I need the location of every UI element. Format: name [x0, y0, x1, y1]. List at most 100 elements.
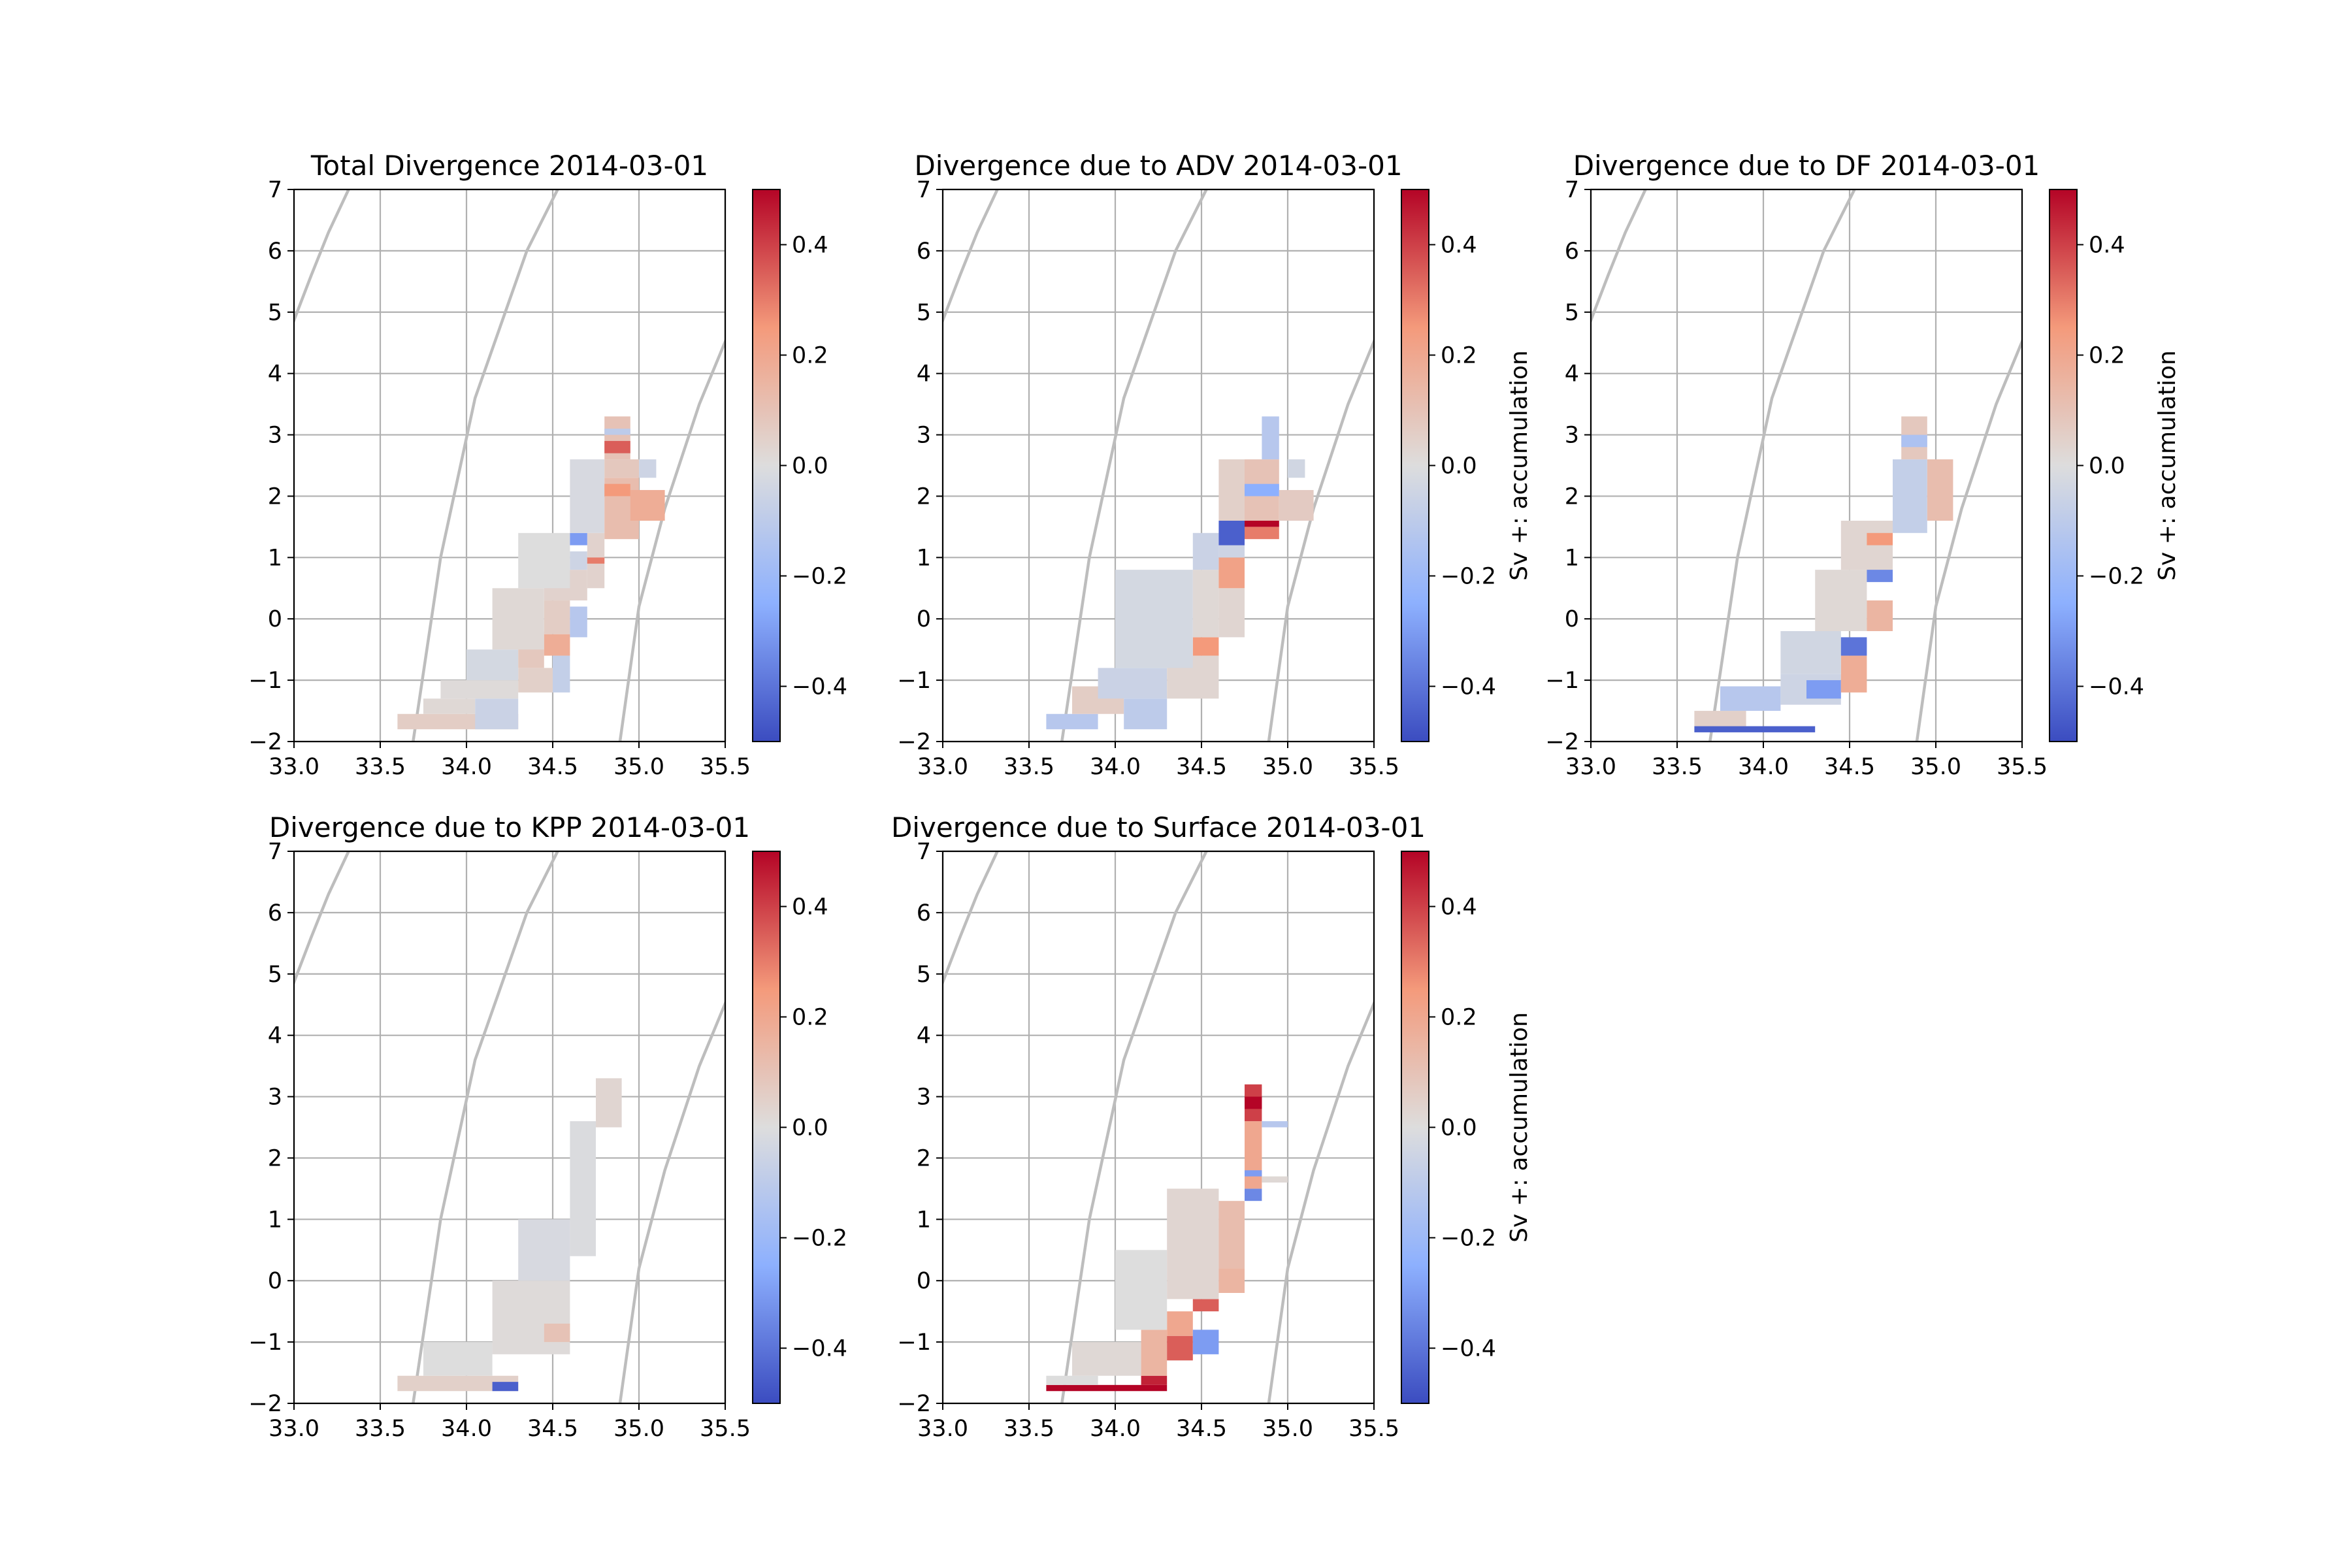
- y-tick-label: 2: [1565, 483, 1579, 510]
- y-tick-label: 0: [268, 606, 282, 632]
- y-tick-label: 5: [917, 300, 931, 326]
- heatmap-cell: [570, 459, 605, 533]
- heatmap-cell: [1694, 726, 1816, 732]
- density-contour-line: [1267, 999, 1374, 1403]
- heatmap-cell: [1867, 532, 1893, 546]
- y-tick-label: 2: [268, 483, 282, 510]
- heatmap-cell: [1262, 416, 1279, 460]
- x-tick-label: 33.0: [917, 754, 968, 780]
- heatmap-cell: [1694, 711, 1746, 727]
- axes-frame: [293, 850, 727, 1405]
- y-tick-label: 6: [268, 900, 282, 926]
- heatmap-cell: [518, 532, 570, 589]
- density-contour-line: [294, 189, 351, 325]
- subplot-title: Divergence due to Surface 2014-03-01: [891, 811, 1426, 843]
- heatmap-cell: [1245, 483, 1279, 497]
- colorbar-tick-label: 0.2: [1441, 1005, 1477, 1031]
- heatmap-cell: [1245, 1170, 1262, 1177]
- heatmap-cell: [544, 1323, 570, 1343]
- colorbar-tick-label: 0.0: [792, 453, 828, 480]
- y-tick-label: 5: [1565, 300, 1579, 326]
- x-tick-label: 33.0: [269, 754, 319, 780]
- colorbar: [752, 189, 781, 742]
- heatmap-cell: [630, 490, 665, 521]
- y-tick-label: 0: [1565, 606, 1579, 632]
- heatmap-cell: [1192, 637, 1219, 656]
- y-tick-label: 7: [917, 839, 931, 865]
- colorbar-tick-label: −0.2: [792, 564, 847, 590]
- heatmap-cell: [604, 440, 630, 453]
- heatmap-cell: [1245, 1188, 1262, 1201]
- subplot-1: 33.0 33.5 34.0 34.5 35.0 35.5 −2 −1 0 1 2 3 4 5 6 7 Tota…: [248, 150, 847, 780]
- axes-frame: [293, 188, 727, 743]
- colorbar-tick-label: 0.0: [2089, 453, 2125, 480]
- heatmap-cell: [1192, 1299, 1219, 1312]
- heatmap-cell: [1780, 631, 1841, 674]
- heatmap-cell: [1046, 1375, 1098, 1385]
- x-tick-label: 35.0: [1262, 754, 1313, 780]
- colorbar-tick-label: 0.2: [1441, 343, 1477, 369]
- colorbar-tick-label: 0.4: [792, 233, 828, 259]
- heatmap-cell: [1141, 1330, 1168, 1376]
- x-tick-label: 33.0: [917, 1416, 968, 1442]
- heatmap-cell: [423, 698, 476, 714]
- x-tick-label: 35.0: [613, 1416, 664, 1442]
- colorbar-tick-label: −0.2: [2089, 564, 2144, 590]
- heatmap-cell: [639, 459, 657, 478]
- y-tick-label: 3: [917, 423, 931, 449]
- heatmap-cell: [492, 1281, 570, 1354]
- heatmap-cell: [1141, 1375, 1168, 1385]
- heatmap-cell: [1218, 521, 1245, 546]
- y-tick-label: −1: [248, 668, 282, 694]
- y-tick-label: −1: [248, 1330, 282, 1356]
- x-tick-label: 35.5: [700, 754, 751, 780]
- colorbar-label: Sv +: accumulation: [2154, 350, 2181, 581]
- colorbar-tick-label: 0.2: [792, 343, 828, 369]
- heatmap-cell: [1245, 1096, 1262, 1109]
- y-tick-label: −2: [897, 1391, 931, 1417]
- heatmap-cells: [1046, 1084, 1288, 1392]
- heatmap-cell: [1046, 1384, 1168, 1392]
- colorbar-tick-label: 0.2: [2089, 343, 2125, 369]
- heatmap-cell: [423, 1342, 493, 1376]
- heatmap-cell: [1192, 1330, 1219, 1354]
- y-tick-label: 1: [917, 1207, 931, 1233]
- heatmap-cell: [1167, 1335, 1193, 1361]
- y-tick-label: −2: [248, 729, 282, 755]
- colorbar-tick-label: −0.4: [792, 674, 847, 700]
- heatmap-cell: [1124, 698, 1168, 730]
- heatmap-cell: [544, 600, 570, 634]
- heatmap-cell: [492, 588, 544, 650]
- y-tick-label: −2: [1545, 729, 1579, 755]
- density-contour-line: [1060, 851, 1209, 1403]
- heatmap-cell: [1192, 570, 1219, 638]
- y-tick-label: 4: [917, 1023, 931, 1049]
- heatmap-cell: [1245, 1121, 1262, 1189]
- colorbar: [2049, 189, 2078, 742]
- heatmap-cell: [1927, 459, 1953, 521]
- y-tick-label: 7: [917, 177, 931, 203]
- x-tick-label: 35.5: [1997, 754, 2048, 780]
- x-tick-label: 33.5: [1652, 754, 1703, 780]
- heatmap-cell: [1218, 1201, 1245, 1269]
- heatmap-cell: [1046, 713, 1098, 730]
- heatmap-cell: [1167, 1188, 1219, 1299]
- density-contour-line: [412, 189, 560, 742]
- colorbar-tick-label: 0.2: [792, 1005, 828, 1031]
- subplot-title: Divergence due to KPP 2014-03-01: [269, 811, 750, 843]
- heatmap-cell: [570, 551, 587, 570]
- y-tick-label: 7: [1565, 177, 1579, 203]
- y-tick-label: 6: [1565, 238, 1579, 265]
- heatmap-cell: [1288, 459, 1305, 478]
- colorbar: [752, 851, 781, 1404]
- y-tick-label: 1: [268, 545, 282, 571]
- x-tick-label: 35.0: [1910, 754, 1961, 780]
- colorbar-tick-label: −0.4: [792, 1336, 847, 1362]
- x-tick-label: 35.5: [700, 1416, 751, 1442]
- colorbar-tick-label: 0.0: [792, 1115, 828, 1141]
- x-tick-label: 34.5: [1824, 754, 1875, 780]
- y-tick-label: −1: [1545, 668, 1579, 694]
- colorbar-tick-label: 0.0: [1441, 1115, 1477, 1141]
- x-tick-label: 35.5: [1348, 1416, 1399, 1442]
